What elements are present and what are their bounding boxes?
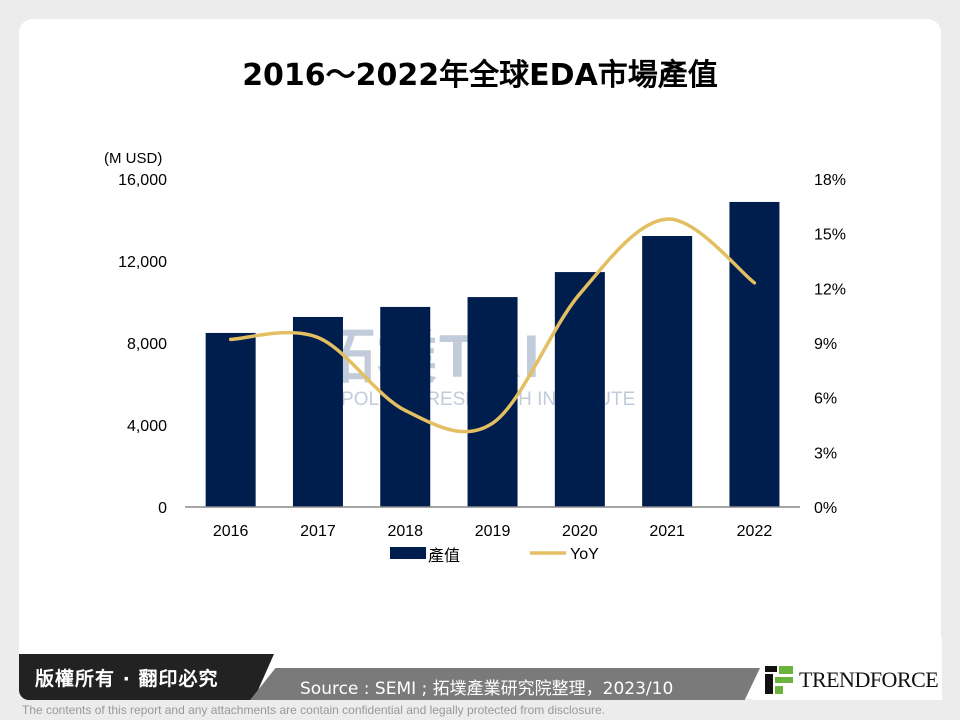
x-tick-label: 2022: [737, 523, 773, 540]
disclaimer: The contents of this report and any atta…: [22, 703, 605, 717]
bar-2019: [467, 297, 518, 507]
legend-label-line: YoY: [570, 546, 599, 563]
source-text: Source : SEMI ; 拓墣產業研究院整理，2023/10: [300, 679, 674, 699]
right-tick-label: 9%: [814, 336, 837, 353]
legend-swatch-bar: [390, 547, 426, 559]
yoy-line: [228, 217, 757, 434]
x-tick-label: 2019: [475, 523, 511, 540]
bar-2017: [292, 316, 343, 507]
left-tick-label: 16,000: [118, 172, 167, 189]
copyright-text: 版權所有 · 翻印必究: [35, 668, 219, 690]
bar-2020: [554, 272, 605, 507]
chart-title: 2016～2022年全球EDA市場產值: [242, 58, 718, 93]
x-tick-label: 2018: [387, 523, 423, 540]
bar-2018: [380, 306, 431, 507]
trendforce-logo-text: TRENDFORCE: [799, 667, 939, 692]
bar-2022: [729, 201, 780, 507]
right-tick-label: 15%: [814, 227, 846, 244]
left-axis-unit: (M USD): [104, 150, 162, 167]
left-tick-label: 4,000: [127, 418, 167, 435]
legend: 產值 YoY: [390, 546, 599, 565]
trendforce-logo: TRENDFORCE: [765, 666, 939, 694]
copyright-banner: 版權所有 · 翻印必究: [19, 654, 274, 700]
left-tick-label: 8,000: [127, 336, 167, 353]
source-banner: Source : SEMI ; 拓墣產業研究院整理，2023/10: [250, 668, 760, 700]
right-tick-label: 12%: [814, 281, 846, 298]
bar-2016: [205, 332, 256, 507]
right-tick-label: 18%: [814, 172, 846, 189]
bar-2021: [642, 235, 693, 508]
right-tick-label: 6%: [814, 391, 837, 408]
x-tick-label: 2016: [213, 523, 249, 540]
left-tick-label: 0: [158, 500, 167, 517]
right-tick-label: 0%: [814, 500, 837, 517]
x-tick-label: 2020: [562, 523, 598, 540]
legend-label-bar: 產值: [428, 547, 460, 565]
trendforce-logo-icon: [765, 666, 793, 694]
left-tick-label: 12,000: [118, 254, 167, 271]
x-tick-label: 2017: [300, 523, 336, 540]
right-tick-label: 3%: [814, 445, 837, 462]
x-tick-label: 2021: [649, 523, 685, 540]
